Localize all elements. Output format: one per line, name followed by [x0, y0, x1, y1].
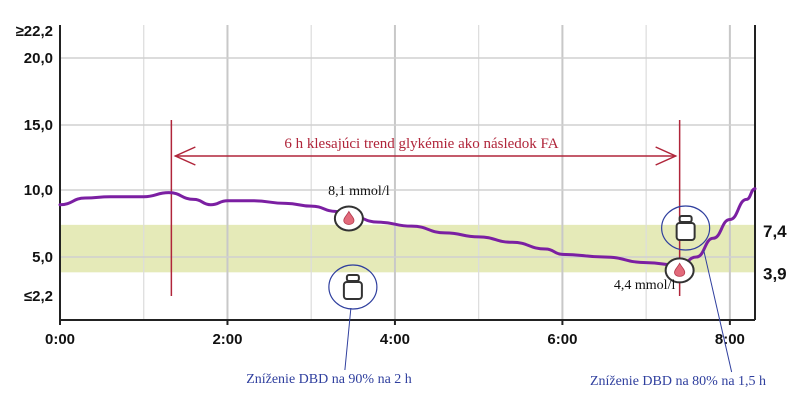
x-tick-labels: 0:00 2:00 4:00 6:00 8:00	[45, 320, 745, 348]
reading-2-marker	[664, 257, 695, 284]
x-tick-label: 0:00	[45, 331, 75, 348]
y-tick-label: 10,0	[24, 182, 53, 199]
y-tick-label: ≥22,2	[16, 23, 53, 40]
y-tick-labels: ≤2,2 5,0 10,0 15,0 20,0 ≥22,2	[16, 23, 53, 305]
vial-cap	[345, 274, 360, 282]
trend-label: 6 h klesajúci trend glykémie ako následo…	[284, 136, 558, 152]
horizontal-gridlines	[60, 57, 755, 258]
right-tick-labels: 7,4 3,9	[763, 222, 787, 283]
y-tick-label: 20,0	[24, 50, 53, 67]
basal-highlight-ring	[328, 264, 378, 310]
target-range-band	[60, 224, 755, 273]
insulin-vial-icon	[328, 264, 378, 310]
vial-cap	[678, 215, 693, 223]
blood-drop-icon	[343, 210, 355, 225]
insulin-vial-icon	[661, 205, 711, 251]
basal-2-callout-line	[703, 249, 733, 373]
x-tick-label: 6:00	[547, 331, 577, 348]
reading-1-marker	[333, 205, 364, 232]
x-tick-label: 8:00	[715, 331, 745, 348]
x-tick-label: 4:00	[380, 331, 410, 348]
basal-1-callout-line	[344, 307, 352, 371]
y-tick-label: 15,0	[24, 117, 53, 134]
reading-2-label: 4,4 mmol/l	[614, 278, 676, 293]
y-tick-label: ≤2,2	[24, 288, 53, 305]
trend-arrowhead-right	[655, 146, 678, 166]
x-tick-label: 2:00	[212, 331, 242, 348]
vial-body	[675, 222, 696, 241]
reading-1-label: 8,1 mmol/l	[328, 184, 390, 199]
basal-2-label: Zníženie DBD na 80% na 1,5 h	[590, 374, 766, 389]
vertical-gridlines	[143, 25, 731, 320]
basal-1-label: Zníženie DBD na 90% na 2 h	[246, 372, 412, 387]
basal-highlight-ring	[661, 205, 711, 251]
right-tick-label: 7,4	[763, 222, 787, 241]
trend-arrowhead-left	[173, 146, 196, 166]
vial-body	[342, 281, 363, 300]
y-tick-label: 5,0	[32, 249, 53, 266]
right-tick-label: 3,9	[763, 264, 787, 283]
blood-drop-icon	[674, 262, 686, 277]
